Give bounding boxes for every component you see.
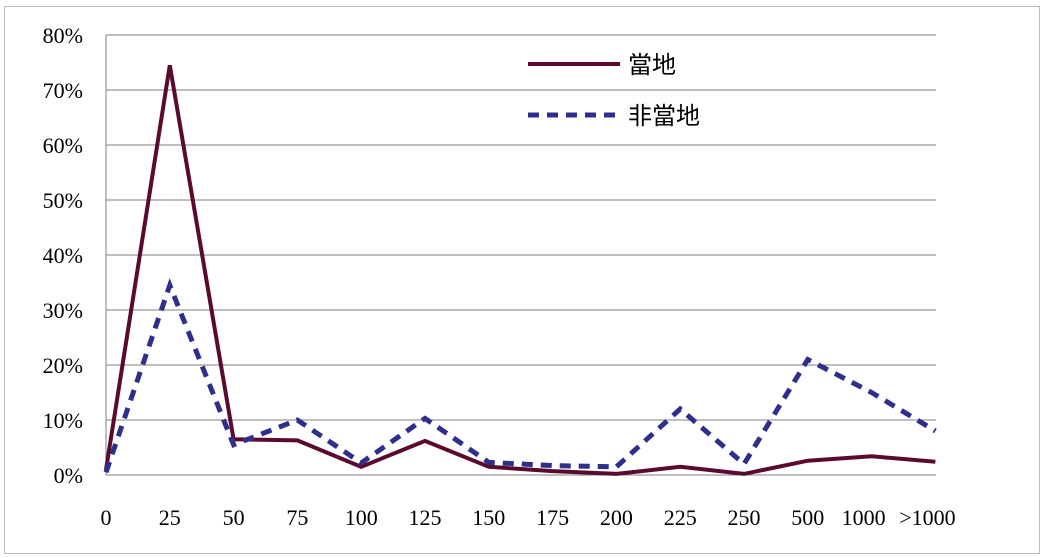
x-tick-label: 225: [664, 505, 697, 530]
legend-label-nonlocal: 非當地: [628, 102, 700, 130]
y-tick-label: 70%: [43, 78, 83, 103]
y-tick-label: 20%: [43, 353, 83, 378]
x-tick-label: 25: [159, 505, 181, 530]
x-tick-label: 500: [791, 505, 824, 530]
legend: 當地 非當地: [528, 51, 700, 130]
series-lines: [103, 64, 937, 476]
x-tick-label: 100: [345, 505, 378, 530]
y-tick-label: 40%: [43, 243, 83, 268]
x-tick-label: 175: [536, 505, 569, 530]
x-tick-label: 75: [286, 505, 308, 530]
series-line-nonlocal: [103, 278, 937, 474]
x-tick-label: 125: [409, 505, 442, 530]
x-axis-ticks: 0 25 50 75 100 125 150 175 200 225 250 500 1000 >1000: [101, 505, 956, 530]
x-tick-label: 200: [600, 505, 633, 530]
y-tick-label: 30%: [43, 298, 83, 323]
gridlines: [106, 34, 936, 476]
y-tick-label: 50%: [43, 188, 83, 213]
series-line-local: [104, 64, 936, 476]
x-tick-label: >1000: [899, 505, 955, 530]
y-tick-label: 10%: [43, 408, 83, 433]
y-tick-label: 80%: [43, 23, 83, 48]
y-axis-ticks: 0% 10% 20% 30% 40% 50% 60% 70% 80%: [43, 23, 83, 488]
legend-label-local: 當地: [628, 51, 676, 79]
y-tick-label: 0%: [54, 463, 83, 488]
x-tick-label: 50: [223, 505, 245, 530]
x-tick-label: 0: [101, 505, 112, 530]
x-tick-label: 150: [472, 505, 505, 530]
y-tick-label: 60%: [43, 133, 83, 158]
axes: [105, 35, 936, 476]
x-tick-label: 1000: [842, 505, 886, 530]
x-tick-label: 250: [728, 505, 761, 530]
